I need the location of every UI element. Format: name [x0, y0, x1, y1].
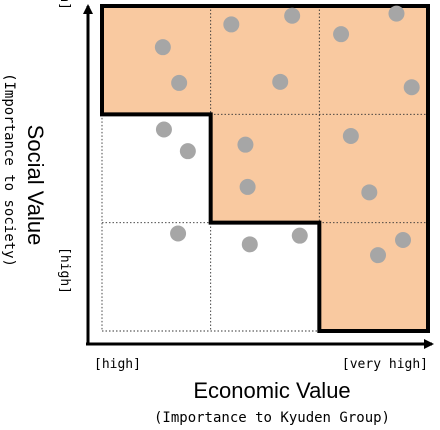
data-point	[388, 5, 405, 22]
x-axis-low-label: [high]	[94, 357, 141, 372]
y-axis-subtitle: (Importance to society)	[1, 73, 17, 267]
highlight-region	[102, 6, 428, 331]
data-point	[155, 121, 172, 138]
highlight-outline	[100, 4, 430, 333]
data-point	[170, 225, 187, 242]
data-point	[291, 227, 308, 244]
y-axis-title: Social Value	[23, 125, 48, 246]
x-axis-subtitle: (Importance to Kyuden Group)	[154, 410, 390, 426]
data-point	[284, 7, 301, 24]
y-axis-high-label: [very high]	[57, 0, 72, 10]
x-axis-high-label: [very high]	[342, 357, 428, 372]
x-axis-title: Economic Value	[193, 378, 350, 403]
data-point	[395, 232, 412, 248]
data-point	[333, 26, 350, 43]
data-point	[361, 184, 378, 201]
data-point	[272, 73, 289, 90]
data-point	[154, 39, 171, 56]
highlight-fill	[102, 6, 428, 331]
data-point	[171, 74, 188, 91]
data-point	[241, 236, 258, 253]
data-point	[239, 178, 256, 195]
highlight-border	[100, 4, 430, 333]
data-point	[179, 143, 196, 160]
data-point	[223, 16, 240, 33]
data-points	[154, 5, 420, 264]
data-point	[342, 128, 359, 144]
data-point	[237, 136, 254, 153]
data-point	[370, 247, 387, 264]
y-axis-low-label: [high]	[57, 247, 72, 294]
data-point	[403, 79, 420, 96]
